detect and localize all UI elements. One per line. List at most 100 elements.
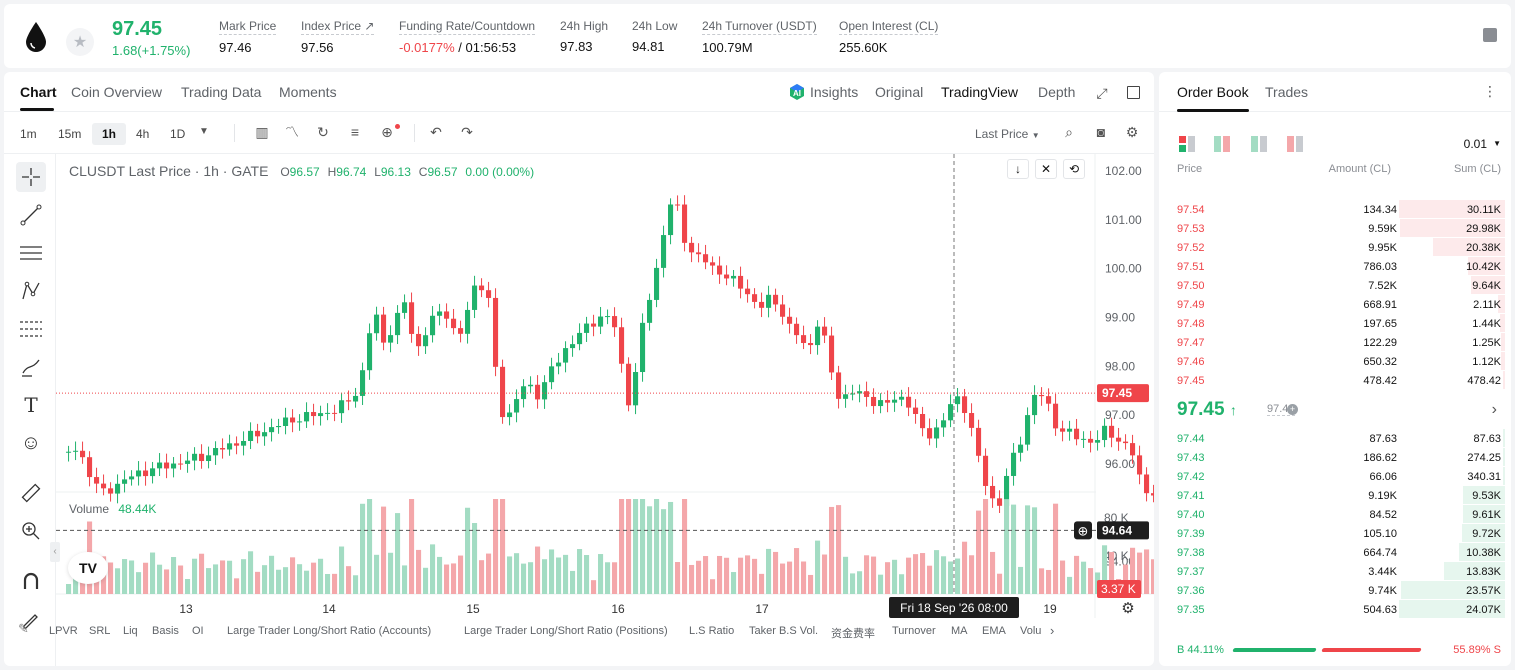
text-tool-icon[interactable]: T: [24, 393, 38, 417]
price-chart[interactable]: 102.00 101.00 100.00 99.00 98.00 97.00 96.00 94…: [56, 154, 1154, 618]
chevron-right-icon[interactable]: ›: [1491, 401, 1497, 418]
indicator-item[interactable]: Liq: [123, 625, 138, 637]
edit-icon[interactable]: ✎: [18, 621, 29, 636]
indicator-item[interactable]: Large Trader Long/Short Ratio (Positions…: [464, 625, 668, 637]
interval-4h[interactable]: 4h: [136, 127, 150, 141]
view-sells-icon[interactable]: [1287, 136, 1303, 152]
bid-row[interactable]: 97.43 186.62 274.25: [1159, 448, 1511, 467]
ask-row[interactable]: 97.49 668.91 2.11K: [1159, 295, 1511, 314]
candle-body: [1144, 474, 1150, 494]
tab-depth[interactable]: Depth: [1038, 84, 1076, 100]
chevron-down-icon[interactable]: ▼: [1493, 139, 1501, 148]
ask-row[interactable]: 97.47 122.29 1.25K: [1159, 333, 1511, 352]
ask-row[interactable]: 97.52 9.95K 20.38K: [1159, 238, 1511, 257]
expand-icon[interactable]: ⤢: [1096, 85, 1108, 101]
window-icon[interactable]: [1127, 86, 1140, 99]
chevron-right-icon[interactable]: ›: [1050, 623, 1055, 638]
camera-icon[interactable]: ◙: [1096, 124, 1106, 140]
open-interest-stat[interactable]: Open Interest (CL) 255.60K: [839, 19, 939, 55]
indicator-item[interactable]: L.S Ratio: [689, 625, 735, 637]
indicator-item[interactable]: Taker B.S Vol.: [749, 625, 819, 637]
ask-row[interactable]: 97.50 7.52K 9.64K: [1159, 276, 1511, 295]
indicator-item[interactable]: MA: [951, 625, 968, 637]
pattern-tool-icon[interactable]: [16, 276, 46, 306]
chevron-down-icon[interactable]: ▼: [199, 126, 209, 137]
mark-price-stat[interactable]: Mark Price 97.46: [219, 19, 277, 55]
bid-row[interactable]: 97.36 9.74K 23.57K: [1159, 581, 1511, 600]
indicator-item[interactable]: OI: [192, 625, 204, 637]
templates-icon[interactable]: ≡: [350, 124, 360, 140]
indicator-item[interactable]: 资金费率: [831, 628, 875, 640]
settings-gear-icon[interactable]: ⚙: [1125, 124, 1139, 140]
bid-row[interactable]: 97.39 105.10 9.72K: [1159, 524, 1511, 543]
indicator-item[interactable]: Basis: [152, 625, 179, 637]
ask-row[interactable]: 97.51 786.03 10.42K: [1159, 257, 1511, 276]
scroll-left-icon[interactable]: ‹: [50, 542, 60, 562]
tab-original[interactable]: Original: [875, 84, 924, 100]
interval-1h[interactable]: 1h: [92, 123, 127, 145]
bid-row[interactable]: 97.40 84.52 9.61K: [1159, 505, 1511, 524]
tab-chart[interactable]: Chart: [20, 84, 57, 100]
bid-row[interactable]: 97.38 664.74 10.38K: [1159, 543, 1511, 562]
tab-insights[interactable]: Insights: [810, 84, 859, 100]
tick-size-select[interactable]: 0.01: [1463, 137, 1487, 151]
bid-row[interactable]: 97.42 66.06 340.31: [1159, 467, 1511, 486]
price-type-select[interactable]: Last Price ▼: [969, 123, 1046, 145]
ask-row[interactable]: 97.45 478.42 478.42: [1159, 371, 1511, 390]
fullscreen-icon[interactable]: ⟲: [1063, 159, 1085, 179]
replay-icon[interactable]: ↻: [317, 124, 329, 140]
favorite-star-icon[interactable]: ★: [66, 28, 94, 56]
mid-price[interactable]: 97.45 ↑: [1177, 399, 1237, 421]
funding-rate-stat[interactable]: Funding Rate/Countdown -0.0177% / 01:56:…: [399, 19, 536, 55]
redo-icon[interactable]: ↷: [461, 124, 473, 140]
more-menu-icon[interactable]: ⋮: [1483, 83, 1497, 99]
volume-bar: [213, 564, 219, 594]
indicator-item[interactable]: SRL: [89, 625, 111, 637]
ask-row[interactable]: 97.48 197.65 1.44K: [1159, 314, 1511, 333]
indicator-item[interactable]: Volu: [1020, 625, 1042, 637]
indicator-item[interactable]: EMA: [982, 625, 1006, 637]
view-bids-icon[interactable]: [1214, 136, 1230, 152]
add-indicator-icon[interactable]: ⊕: [381, 124, 393, 140]
scroll-down-icon[interactable]: ↓: [1007, 159, 1029, 179]
view-asks-icon[interactable]: [1251, 136, 1267, 152]
fib-tool-icon[interactable]: [16, 314, 46, 344]
zoom-in-tool-icon[interactable]: [16, 516, 46, 546]
indicator-item[interactable]: LPVR: [49, 625, 78, 637]
tab-trades[interactable]: Trades: [1265, 84, 1309, 100]
turnover-24h-stat[interactable]: 24h Turnover (USDT) 100.79M: [702, 19, 817, 55]
view-both-icon[interactable]: [1179, 136, 1195, 152]
tab-order-book[interactable]: Order Book: [1177, 84, 1249, 100]
bid-row[interactable]: 97.44 87.63 87.63: [1159, 429, 1511, 448]
indicator-item[interactable]: Turnover: [892, 625, 936, 637]
ruler-tool-icon[interactable]: [16, 478, 46, 508]
collapse-icon[interactable]: ✕: [1035, 159, 1057, 179]
indicator-item[interactable]: Large Trader Long/Short Ratio (Accounts): [227, 625, 432, 637]
search-icon[interactable]: ⌕: [1065, 124, 1073, 140]
trend-line-tool-icon[interactable]: [16, 200, 46, 230]
interval-1m[interactable]: 1m: [20, 127, 37, 141]
indicators-icon[interactable]: 〽: [285, 124, 299, 140]
ask-row[interactable]: 97.46 650.32 1.12K: [1159, 352, 1511, 371]
tab-tradingview[interactable]: TradingView: [941, 84, 1019, 100]
interval-15m[interactable]: 15m: [58, 127, 82, 141]
ask-row[interactable]: 97.54 134.34 30.11K: [1159, 200, 1511, 219]
brush-tool-icon[interactable]: [16, 352, 46, 382]
horizontal-lines-tool-icon[interactable]: [16, 238, 46, 268]
draw-lock-tool-icon[interactable]: [16, 604, 46, 634]
bid-row[interactable]: 97.37 3.44K 13.83K: [1159, 562, 1511, 581]
undo-icon[interactable]: ↶: [430, 124, 442, 140]
index-price-stat[interactable]: Index Price ↗ 97.56: [301, 19, 375, 55]
emoji-tool-icon[interactable]: ☺: [20, 431, 42, 454]
ask-row[interactable]: 97.53 9.59K 29.98K: [1159, 219, 1511, 238]
bid-row[interactable]: 97.35 504.63 24.07K: [1159, 600, 1511, 619]
crosshair-tool-icon[interactable]: [16, 162, 46, 192]
book-icon[interactable]: [1483, 28, 1497, 42]
interval-1d[interactable]: 1D: [170, 127, 186, 141]
tab-trading-data[interactable]: Trading Data: [181, 84, 262, 100]
tab-coin-overview[interactable]: Coin Overview: [71, 84, 163, 100]
candles-icon[interactable]: ▥: [255, 124, 269, 140]
tab-moments[interactable]: Moments: [279, 84, 337, 100]
magnet-tool-icon[interactable]: [16, 566, 46, 596]
bid-row[interactable]: 97.41 9.19K 9.53K: [1159, 486, 1511, 505]
